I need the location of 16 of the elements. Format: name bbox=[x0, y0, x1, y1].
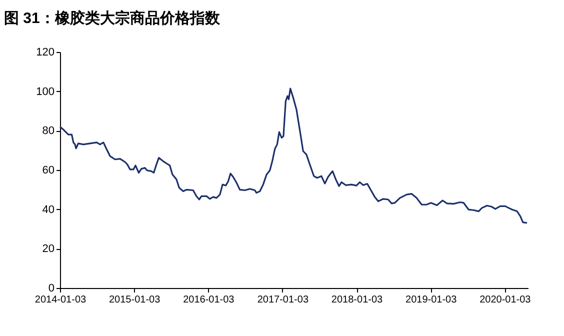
y-tick-label: 100 bbox=[36, 86, 54, 98]
chart-title: 图 31：橡胶类大宗商品价格指数 bbox=[4, 9, 221, 27]
y-tick-label: 20 bbox=[42, 243, 54, 256]
y-tick-label: 60 bbox=[42, 164, 54, 176]
y-tick-label: 120 bbox=[36, 46, 54, 58]
line-series bbox=[59, 88, 528, 224]
x-tick-label: 2015-01-03 bbox=[109, 294, 161, 306]
x-tick-label: 2020-01-03 bbox=[480, 294, 532, 306]
x-tick-label: 2018-01-03 bbox=[331, 294, 384, 306]
x-tick-label: 2019-01-03 bbox=[406, 294, 458, 306]
x-tick-label: 2017-01-03 bbox=[257, 294, 309, 306]
y-tick-label: 80 bbox=[42, 125, 54, 138]
y-tick-label: 0 bbox=[48, 282, 54, 294]
x-tick-label: 2014-01-03 bbox=[34, 294, 87, 306]
y-tick-label: 40 bbox=[42, 204, 54, 216]
x-tick-label: 2016-01-03 bbox=[183, 294, 235, 306]
